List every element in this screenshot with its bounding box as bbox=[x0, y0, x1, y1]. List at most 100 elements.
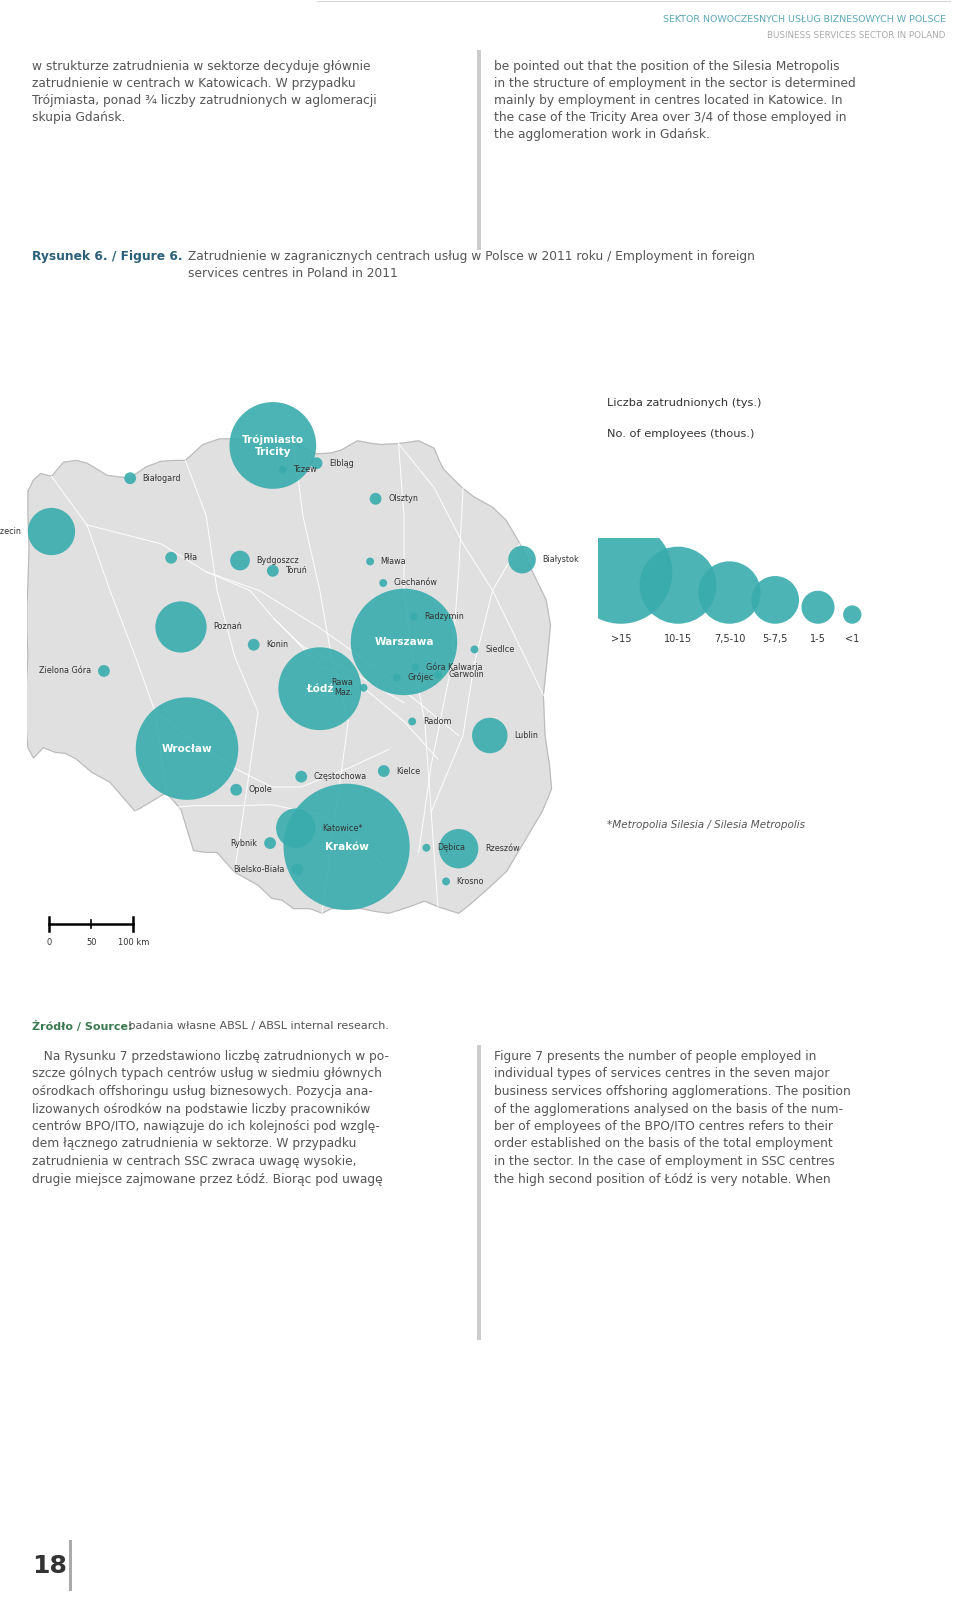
Circle shape bbox=[278, 647, 361, 730]
Circle shape bbox=[698, 562, 760, 624]
Circle shape bbox=[165, 552, 177, 564]
Circle shape bbox=[360, 684, 368, 692]
Text: badania własne ABSL / ABSL internal research.: badania własne ABSL / ABSL internal rese… bbox=[126, 1021, 390, 1031]
Circle shape bbox=[267, 565, 278, 576]
Text: Figure 7 presents the number of people employed in
individual types of services : Figure 7 presents the number of people e… bbox=[494, 1050, 852, 1185]
Text: Konin: Konin bbox=[266, 640, 288, 650]
Text: 100 km: 100 km bbox=[118, 938, 149, 946]
Circle shape bbox=[350, 589, 457, 695]
Circle shape bbox=[311, 458, 323, 469]
Circle shape bbox=[434, 671, 442, 679]
Circle shape bbox=[639, 546, 716, 624]
Circle shape bbox=[439, 829, 478, 868]
Text: w strukturze zatrudnienia w sektorze decyduje głównie
zatrudnienie w centrach w : w strukturze zatrudnienia w sektorze dec… bbox=[32, 59, 376, 123]
Text: 50: 50 bbox=[86, 938, 97, 946]
Text: be pointed out that the position of the Silesia Metropolis
in the structure of e: be pointed out that the position of the … bbox=[494, 59, 856, 141]
Text: Tczew: Tczew bbox=[293, 466, 317, 474]
Text: Częstochowa: Częstochowa bbox=[314, 772, 367, 781]
Circle shape bbox=[472, 717, 508, 752]
Circle shape bbox=[229, 402, 316, 488]
Text: Piła: Piła bbox=[183, 554, 198, 562]
Circle shape bbox=[379, 580, 387, 588]
Text: <1: <1 bbox=[845, 634, 859, 644]
Circle shape bbox=[370, 493, 381, 504]
Text: Elbląg: Elbląg bbox=[329, 459, 354, 467]
Text: Krosno: Krosno bbox=[457, 877, 484, 885]
Circle shape bbox=[470, 645, 478, 653]
Text: *Metropolia Silesia / Silesia Metropolis: *Metropolia Silesia / Silesia Metropolis bbox=[607, 820, 804, 829]
Circle shape bbox=[283, 784, 410, 909]
Text: Rzeszów: Rzeszów bbox=[485, 844, 519, 853]
Circle shape bbox=[292, 863, 303, 876]
Circle shape bbox=[569, 520, 672, 624]
Text: SEKTOR NOWOCZESNYCH USŁUG BIZNESOWYCH W POLSCE: SEKTOR NOWOCZESNYCH USŁUG BIZNESOWYCH W … bbox=[662, 16, 946, 24]
Text: Bielsko-Biała: Bielsko-Biała bbox=[233, 865, 285, 874]
Text: Poznań: Poznań bbox=[213, 623, 242, 631]
Circle shape bbox=[410, 613, 418, 621]
Circle shape bbox=[276, 809, 316, 849]
Text: 18: 18 bbox=[32, 1555, 66, 1577]
Text: Kraków: Kraków bbox=[324, 842, 369, 852]
Text: 5-7,5: 5-7,5 bbox=[762, 634, 788, 644]
Circle shape bbox=[393, 674, 401, 682]
Circle shape bbox=[248, 639, 259, 650]
Text: 0: 0 bbox=[46, 938, 52, 946]
Text: >15: >15 bbox=[611, 634, 631, 644]
Text: Grójec: Grójec bbox=[407, 672, 434, 682]
Text: Zatrudnienie w zagranicznych centrach usług w Polsce w 2011 roku / Employment in: Zatrudnienie w zagranicznych centrach us… bbox=[188, 250, 755, 280]
Text: Lublin: Lublin bbox=[515, 732, 538, 740]
Circle shape bbox=[843, 605, 861, 624]
Text: Kielce: Kielce bbox=[396, 767, 420, 775]
Text: Warszawa: Warszawa bbox=[374, 637, 434, 647]
Text: Rawa
Maz.: Rawa Maz. bbox=[331, 679, 353, 698]
Text: Trójmiasto
Tricity: Trójmiasto Tricity bbox=[242, 434, 304, 456]
Circle shape bbox=[28, 508, 75, 556]
Circle shape bbox=[230, 784, 242, 796]
Text: Szczecin: Szczecin bbox=[0, 527, 21, 536]
Circle shape bbox=[408, 717, 416, 725]
Text: Opole: Opole bbox=[249, 784, 273, 794]
Text: Katowice*: Katowice* bbox=[323, 823, 363, 833]
Text: Białogard: Białogard bbox=[143, 474, 181, 484]
Text: Rybnik: Rybnik bbox=[230, 839, 257, 847]
Text: Białystok: Białystok bbox=[542, 556, 579, 564]
Text: Toruń: Toruń bbox=[285, 567, 307, 575]
Text: Siedlce: Siedlce bbox=[485, 645, 515, 653]
Text: 7,5-10: 7,5-10 bbox=[714, 634, 745, 644]
Circle shape bbox=[156, 602, 206, 653]
Text: Mława: Mława bbox=[381, 557, 406, 567]
Text: Żródło / Source:: Żródło / Source: bbox=[32, 1021, 132, 1033]
Circle shape bbox=[378, 765, 390, 776]
Circle shape bbox=[422, 844, 430, 852]
Text: Garwolin: Garwolin bbox=[448, 671, 484, 679]
Circle shape bbox=[412, 663, 420, 671]
Circle shape bbox=[264, 837, 276, 849]
Circle shape bbox=[443, 877, 450, 885]
Text: No. of employees (thous.): No. of employees (thous.) bbox=[607, 429, 754, 439]
Text: Zielona Góra: Zielona Góra bbox=[39, 666, 91, 676]
Text: Góra Kalwaria: Góra Kalwaria bbox=[426, 663, 483, 672]
Circle shape bbox=[508, 546, 536, 573]
Circle shape bbox=[296, 770, 307, 783]
Text: Łódź: Łódź bbox=[306, 684, 333, 693]
Text: Liczba zatrudnionych (tys.): Liczba zatrudnionych (tys.) bbox=[607, 399, 761, 408]
Circle shape bbox=[98, 664, 109, 677]
Polygon shape bbox=[25, 437, 552, 913]
Text: BUSINESS SERVICES SECTOR IN POLAND: BUSINESS SERVICES SECTOR IN POLAND bbox=[767, 30, 946, 40]
Circle shape bbox=[124, 472, 136, 484]
Circle shape bbox=[135, 698, 238, 800]
Text: Rysunek 6. / Figure 6.: Rysunek 6. / Figure 6. bbox=[32, 250, 182, 263]
Text: Bydgoszcz: Bydgoszcz bbox=[256, 556, 300, 565]
Text: 10-15: 10-15 bbox=[664, 634, 692, 644]
Text: Ciechanów: Ciechanów bbox=[394, 578, 438, 588]
Text: Radzymin: Radzymin bbox=[424, 612, 464, 621]
Text: Radom: Radom bbox=[422, 717, 451, 725]
Circle shape bbox=[230, 551, 250, 570]
Circle shape bbox=[278, 466, 287, 474]
Circle shape bbox=[802, 591, 834, 624]
Text: Dębica: Dębica bbox=[437, 844, 465, 852]
Circle shape bbox=[366, 557, 374, 565]
Text: Olsztyn: Olsztyn bbox=[388, 495, 418, 503]
Text: Na Rysunku 7 przedstawiono liczbę zatrudnionych w po-
szcze gólnych typach centr: Na Rysunku 7 przedstawiono liczbę zatrud… bbox=[32, 1050, 389, 1185]
Text: 1-5: 1-5 bbox=[810, 634, 826, 644]
